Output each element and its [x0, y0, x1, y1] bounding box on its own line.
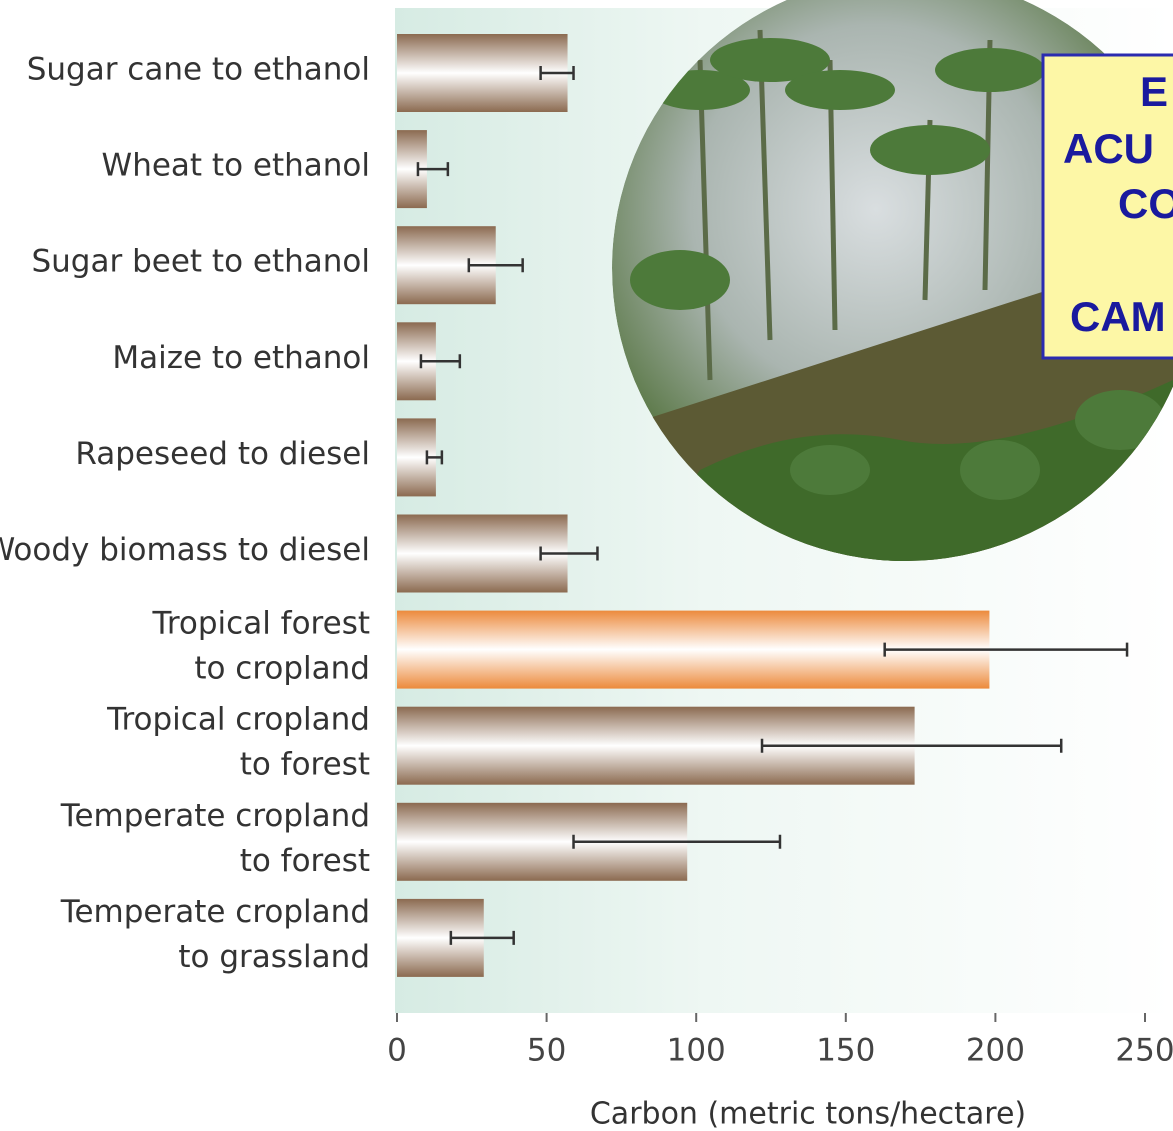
- x-tick-label: 50: [527, 1033, 566, 1069]
- error-bar: [416, 162, 450, 177]
- error-bar: [883, 642, 1129, 657]
- category-label: Temperate cropland: [60, 798, 370, 834]
- category-label: to forest: [240, 843, 370, 879]
- category-label: Wheat to ethanol: [102, 148, 370, 184]
- banner-text: CAM: [1070, 293, 1166, 340]
- banner-text: ACU: [1063, 125, 1154, 172]
- error-bar: [419, 354, 462, 369]
- category-label: Rapeseed to diesel: [75, 436, 370, 472]
- banner-text: CO: [1118, 180, 1173, 227]
- category-label: to cropland: [194, 651, 370, 687]
- banner-text: E: [1140, 68, 1168, 115]
- category-label: to grassland: [178, 939, 370, 975]
- error-bar: [572, 834, 782, 849]
- error-bar: [539, 66, 575, 80]
- category-label: Sugar cane to ethanol: [27, 52, 370, 88]
- error-bar: [449, 930, 515, 945]
- error-bar: [539, 546, 599, 561]
- category-label: Maize to ethanol: [112, 340, 370, 376]
- banner-box: [1041, 53, 1173, 360]
- x-tick-label: 200: [966, 1033, 1025, 1069]
- category-label: Tropical forest: [151, 606, 370, 642]
- category-label: Tropical cropland: [106, 702, 370, 738]
- error-bar: [467, 258, 524, 273]
- category-label: to forest: [240, 747, 370, 783]
- category-label: Temperate cropland: [60, 894, 370, 930]
- category-label: Woody biomass to diesel: [0, 532, 370, 568]
- category-label: Sugar beet to ethanol: [31, 244, 370, 280]
- x-tick-label: 0: [387, 1033, 407, 1069]
- bar: [397, 514, 568, 593]
- x-axis-label: Carbon (metric tons/hectare): [590, 1097, 1026, 1131]
- x-tick-label: 250: [1115, 1033, 1173, 1069]
- bar: [397, 34, 568, 112]
- x-tick-label: 100: [667, 1033, 726, 1069]
- x-tick-label: 150: [816, 1033, 875, 1069]
- error-bar: [425, 450, 444, 465]
- error-bar: [760, 738, 1063, 753]
